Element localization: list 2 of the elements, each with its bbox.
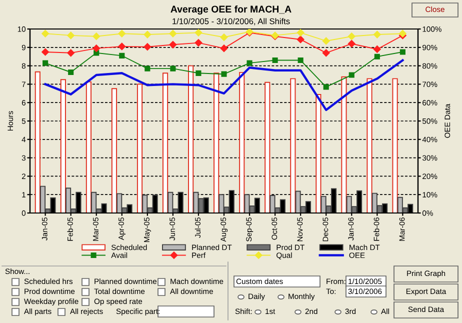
- chart-subtitle: 1/10/2005 - 3/10/2006, All Shifts: [172, 18, 290, 26]
- chart-title: Average OEE for MACH_A: [170, 5, 292, 15]
